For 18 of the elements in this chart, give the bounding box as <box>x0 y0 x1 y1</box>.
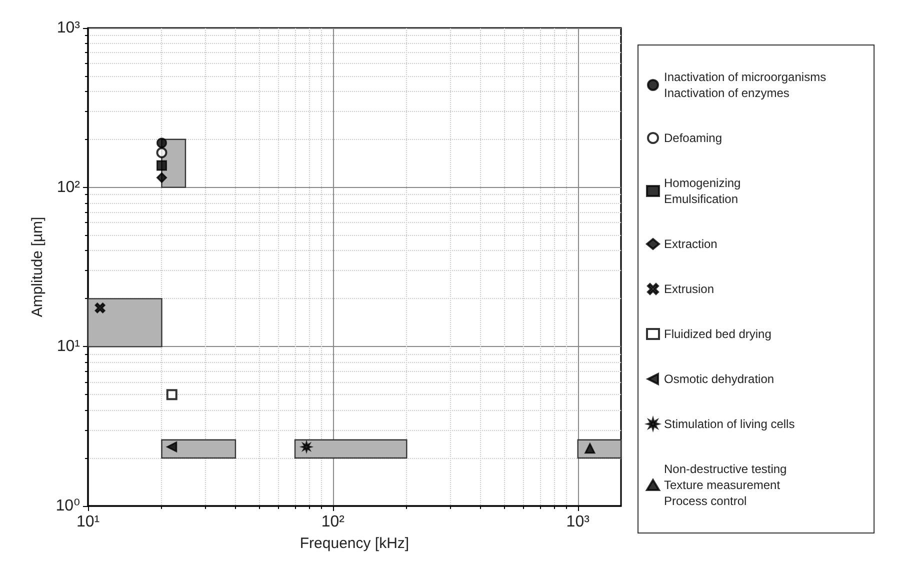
legend-label: Non-destructive testing Texture measurement Process control <box>664 462 787 508</box>
y-tick-label: 10³ <box>56 20 81 36</box>
legend-label: Homogenizing Emulsification <box>664 176 741 206</box>
legend-label: Fluidized bed drying <box>664 327 772 341</box>
x-tick-label: 10² <box>321 514 346 530</box>
legend-label: Extraction <box>664 237 718 251</box>
y-tick-label: 10¹ <box>56 338 80 356</box>
x-tick-label: 10³ <box>566 514 590 530</box>
legend-label: Inactivation of microorganisms Inactivation of enzymes <box>664 70 826 100</box>
legend-label: Osmotic dehydration <box>664 372 774 386</box>
y-tick-label: 10⁰ <box>56 498 80 514</box>
y-tick-label: 10² <box>56 178 81 196</box>
legend-label: Stimulation of living cells <box>664 417 795 431</box>
legend-label: Extrusion <box>664 282 714 296</box>
y-axis-title: Amplitude [µm] <box>28 216 46 318</box>
x-axis-title: Frequency [kHz] <box>300 535 410 552</box>
legend-label: Defoaming <box>664 131 722 145</box>
x-tick-label: 10¹ <box>76 514 100 530</box>
